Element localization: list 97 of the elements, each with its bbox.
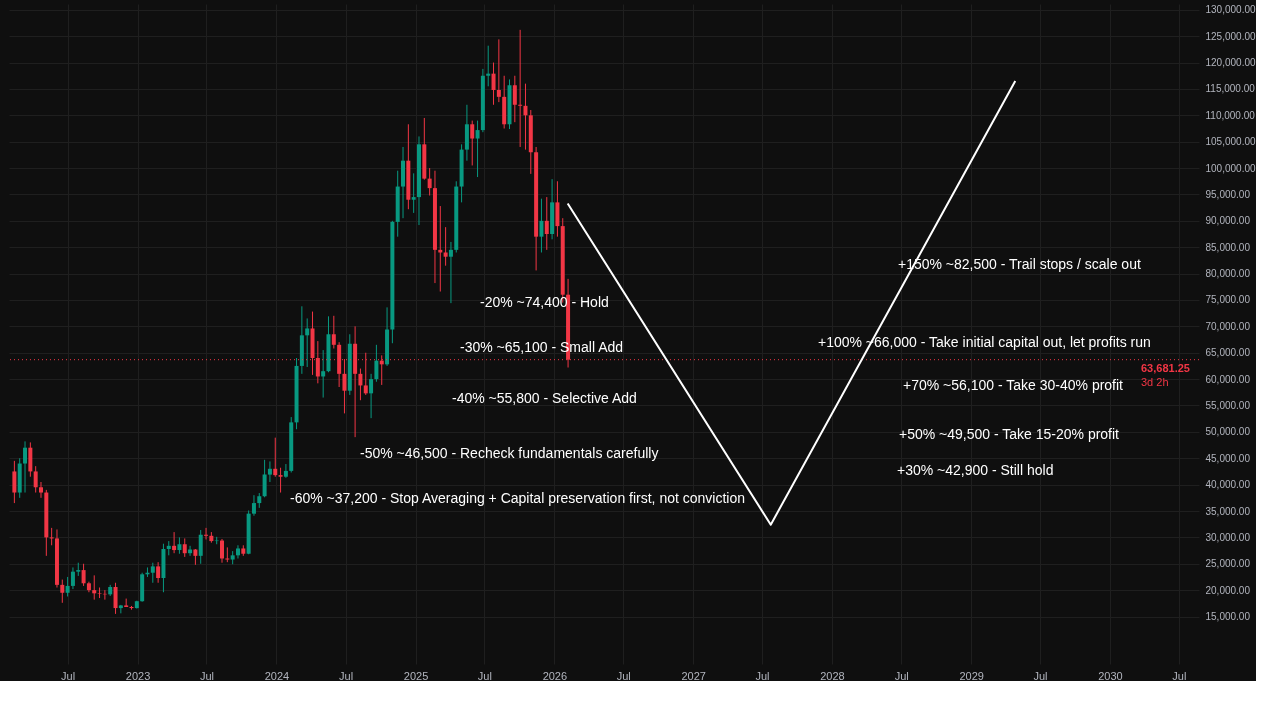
candlestick (198, 529, 203, 565)
y-tick-label: 70,000.00 (1205, 320, 1251, 332)
x-tick-label: 2026 (542, 669, 568, 682)
x-tick-label: Jul (61, 669, 76, 682)
ref-line-label: 63,681.25 (1141, 361, 1190, 374)
candlestick (262, 459, 267, 498)
candlestick (182, 537, 187, 558)
candlestick (251, 494, 256, 517)
candlestick (305, 317, 310, 368)
candlestick (496, 38, 501, 103)
y-tick-label: 125,000.00 (1205, 30, 1256, 42)
annotation: -40% ~55,800 - Selective Add (452, 390, 637, 406)
candlestick (278, 467, 283, 494)
candlestick (544, 196, 549, 251)
x-tick-label: 2029 (959, 669, 984, 682)
candlestick (555, 180, 560, 238)
x-tick-label: Jul (339, 669, 354, 682)
candlestick (486, 45, 491, 87)
y-tick-label: 20,000.00 (1205, 584, 1251, 596)
y-tick-label: 65,000.00 (1205, 347, 1251, 359)
y-tick-label: 130,000.00 (1205, 4, 1256, 16)
candlestick (220, 538, 225, 564)
x-tick-label: 2028 (820, 669, 845, 682)
candlestick (156, 561, 161, 584)
y-tick-label: 25,000.00 (1205, 558, 1251, 570)
candlestick (33, 465, 38, 494)
x-tick-label: Jul (1033, 669, 1048, 682)
candlestick (374, 344, 379, 383)
candlestick (358, 368, 363, 401)
x-tick-label: Jul (616, 669, 631, 682)
x-tick-label: Jul (199, 669, 214, 682)
y-tick-label: 55,000.00 (1205, 399, 1251, 411)
candlestick (427, 167, 432, 197)
candlestick (81, 563, 86, 587)
y-tick-label: 80,000.00 (1205, 268, 1251, 280)
candlestick (267, 460, 272, 483)
candlestick (448, 241, 453, 304)
x-tick-label: 2027 (681, 669, 706, 682)
candlestick (523, 83, 528, 151)
annotation: 3d 2h (1141, 375, 1169, 388)
candlestick (369, 373, 374, 419)
candlestick (28, 441, 33, 478)
y-tick-label: 40,000.00 (1205, 479, 1251, 491)
x-tick-label: 2030 (1098, 669, 1123, 682)
annotation: -50% ~46,500 - Recheck fundamentals carefully (360, 445, 659, 461)
candlestick (331, 315, 336, 350)
candlestick (118, 604, 123, 614)
annotation: +70% ~56,100 - Take 30-40% profit (903, 377, 1124, 393)
y-tick-label: 115,000.00 (1205, 83, 1256, 95)
annotation: -60% ~37,200 - Stop Averaging + Capital preservation first, not conviction (290, 490, 746, 506)
candlestick (470, 120, 475, 166)
x-tick-label: Jul (755, 669, 770, 682)
annotation: +50% ~49,500 - Take 15-20% profit (899, 426, 1120, 442)
candlestick (443, 226, 448, 267)
y-tick-label: 100,000.00 (1205, 162, 1256, 174)
x-tick-label: Jul (894, 669, 909, 682)
x-tick-label: Jul (477, 669, 492, 682)
candlestick (512, 75, 517, 123)
candlestick (150, 562, 155, 584)
y-tick-label: 120,000.00 (1205, 57, 1256, 69)
y-tick-label: 85,000.00 (1205, 241, 1251, 253)
candlestick (273, 437, 278, 478)
candlestick (60, 579, 65, 604)
x-tick-label: 2024 (264, 669, 290, 682)
candlestick (204, 527, 209, 540)
x-tick-label: 2023 (125, 669, 151, 682)
y-tick-label: 35,000.00 (1205, 505, 1251, 517)
candlestick (23, 440, 28, 494)
candlestick (113, 582, 118, 615)
y-tick-label: 45,000.00 (1205, 452, 1251, 464)
y-tick-label: 15,000.00 (1205, 611, 1251, 623)
candlestick (321, 349, 326, 399)
candlestick (12, 460, 17, 504)
y-tick-label: 95,000.00 (1205, 188, 1251, 200)
candlestick (475, 120, 480, 178)
y-tick-label: 90,000.00 (1205, 215, 1251, 227)
candlestick (411, 172, 416, 214)
candlestick (283, 463, 288, 479)
candlestick (518, 29, 523, 148)
candlestick (70, 566, 75, 590)
y-tick-label: 105,000.00 (1205, 136, 1256, 148)
y-tick-label: 75,000.00 (1205, 294, 1251, 306)
candlestick (49, 527, 54, 546)
x-tick-label: 2025 (403, 669, 429, 682)
candlestick (235, 544, 240, 559)
candlestick (92, 574, 97, 601)
candlestick (65, 576, 70, 597)
y-tick-label: 50,000.00 (1205, 426, 1251, 438)
candlestick (39, 481, 43, 499)
candlestick (539, 198, 544, 253)
annotation: +30% ~42,900 - Still hold (897, 462, 1054, 478)
candlestick (172, 531, 177, 554)
y-tick-label: 110,000.00 (1205, 109, 1256, 121)
y-tick-label: 60,000.00 (1205, 373, 1251, 385)
candlestick (491, 62, 496, 106)
y-tick-label: 30,000.00 (1205, 531, 1251, 543)
x-tick-label: Jul (1172, 669, 1187, 682)
